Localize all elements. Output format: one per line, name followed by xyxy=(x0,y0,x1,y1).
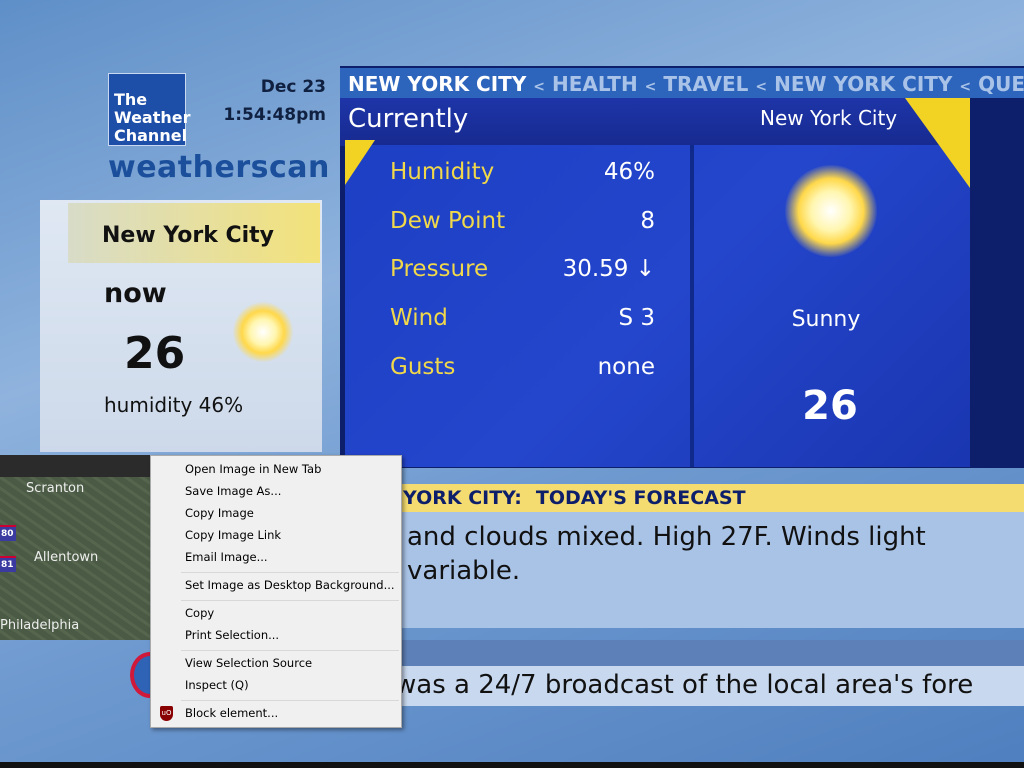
ticker: was a 24/7 broadcast of the local area's… xyxy=(395,666,1024,706)
divider xyxy=(690,145,694,467)
menu-separator xyxy=(181,600,399,601)
bottom-bar xyxy=(0,762,1024,768)
gusts-label: Gusts xyxy=(390,354,456,380)
menu-copy-image-link[interactable]: Copy Image Link xyxy=(185,528,282,542)
current-temp: 26 xyxy=(802,383,858,429)
weather-channel-logo: The Weather Channel xyxy=(108,73,191,146)
gusts-value: none xyxy=(597,354,655,380)
currently-bar xyxy=(340,98,970,146)
menu-separator xyxy=(181,572,399,573)
map-header xyxy=(0,455,152,477)
interstate-shield-icon: 80 xyxy=(0,525,16,541)
currently-title: Currently xyxy=(348,104,469,134)
ublock-shield-icon: uO xyxy=(160,706,173,721)
forecast-header: YORK CITY: TODAY'S FORECAST xyxy=(395,484,1024,512)
menu-copy[interactable]: Copy xyxy=(185,606,215,620)
map-city: Allentown xyxy=(34,550,99,565)
forecast-line: and clouds mixed. High 27F. Winds light xyxy=(407,522,926,552)
left-city: New York City xyxy=(68,203,320,263)
wind-label: Wind xyxy=(390,305,448,331)
breadcrumb-item: TRAVEL xyxy=(663,72,749,96)
humidity-label: Humidity xyxy=(390,159,495,185)
map-city: Philadelphia xyxy=(0,618,80,633)
pressure-label: Pressure xyxy=(390,256,489,282)
humidity-value: 46% xyxy=(603,159,655,185)
menu-save-image-as[interactable]: Save Image As... xyxy=(185,484,282,498)
map-image[interactable] xyxy=(0,477,152,640)
condition: Sunny xyxy=(791,307,861,332)
menu-block-element[interactable]: Block element... xyxy=(185,706,279,720)
forecast-title: TODAY'S FORECAST xyxy=(535,487,746,509)
breadcrumb-item: QUEEN xyxy=(978,72,1024,96)
menu-print-selection[interactable]: Print Selection... xyxy=(185,628,280,642)
brand-name: weatherscan xyxy=(108,150,330,185)
menu-view-selection-source[interactable]: View Selection Source xyxy=(185,656,313,670)
forecast-city: YORK CITY: xyxy=(403,487,522,509)
sun-icon xyxy=(785,165,877,257)
dew-point-value: 8 xyxy=(640,208,655,234)
now-label: now xyxy=(104,278,167,309)
menu-separator xyxy=(181,700,399,701)
menu-email-image[interactable]: Email Image... xyxy=(185,550,268,564)
breadcrumb-current: NEW YORK CITY xyxy=(348,72,527,96)
menu-open-image-new-tab[interactable]: Open Image in New Tab xyxy=(185,462,322,476)
context-menu: Open Image in New Tab Save Image As... C… xyxy=(150,455,402,728)
menu-inspect[interactable]: Inspect (Q) xyxy=(185,678,249,692)
forecast-line: variable. xyxy=(407,556,521,586)
map-city: Scranton xyxy=(26,481,85,496)
date: Dec 23 xyxy=(260,77,326,97)
dew-point-label: Dew Point xyxy=(390,208,506,234)
forecast-text: and clouds mixed. High 27F. Winds light v… xyxy=(395,512,1024,628)
menu-copy-image[interactable]: Copy Image xyxy=(185,506,254,520)
pressure-value: 30.59 ↓ xyxy=(562,256,655,282)
datetime: Dec 23 1:54:48pm xyxy=(220,73,326,129)
time: 1:54:48pm xyxy=(223,105,326,125)
ticker-bar xyxy=(395,640,1024,666)
currently-city: New York City xyxy=(760,106,898,130)
left-temp: 26 xyxy=(124,328,186,379)
wind-value: S 3 xyxy=(618,305,655,331)
breadcrumb-item: HEALTH xyxy=(551,72,638,96)
breadcrumb-item: NEW YORK CITY xyxy=(774,72,953,96)
left-humidity: humidity 46% xyxy=(104,393,244,417)
menu-set-desktop-background[interactable]: Set Image as Desktop Background... xyxy=(185,578,395,592)
menu-separator xyxy=(181,650,399,651)
breadcrumb: NEW YORK CITY < HEALTH < TRAVEL < NEW YO… xyxy=(340,68,1024,98)
sun-icon xyxy=(233,302,293,362)
interstate-shield-icon: 81 xyxy=(0,556,16,572)
